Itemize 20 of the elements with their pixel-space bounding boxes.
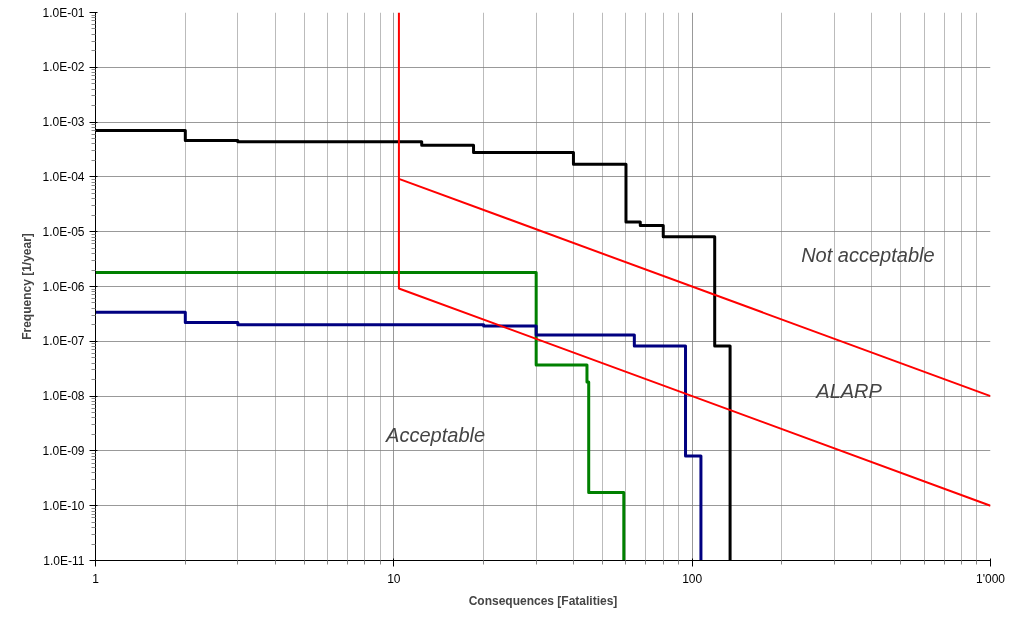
x-tick-label: 1	[92, 571, 100, 586]
y-tick-label: 1.0E-01	[42, 5, 85, 20]
annotation: ALARP	[815, 379, 883, 402]
x-tick-label: 1'000	[976, 571, 1006, 586]
x-axis-title: Consequences [Fatalities]	[468, 593, 618, 608]
y-tick-label: 1.0E-05	[42, 224, 85, 239]
annotation: Acceptable	[385, 424, 486, 447]
y-tick-label: 1.0E-09	[42, 443, 85, 458]
y-tick-label: 1.0E-03	[42, 115, 85, 130]
y-tick-label: 1.0E-10	[42, 498, 85, 513]
y-axis-title: Frequency [1/year]	[20, 233, 35, 340]
x-tick-label: 100	[682, 571, 703, 586]
y-tick-label: 1.0E-04	[42, 169, 85, 184]
y-tick-label: 1.0E-02	[42, 60, 85, 75]
x-tick-label: 10	[387, 571, 401, 586]
y-tick-label: 1.0E-08	[42, 389, 85, 404]
y-tick-label: 1.0E-07	[42, 334, 85, 349]
annotation: Not acceptable	[801, 244, 935, 267]
y-tick-label: 1.0E-06	[42, 279, 85, 294]
y-tick-label: 1.0E-11	[43, 553, 85, 568]
